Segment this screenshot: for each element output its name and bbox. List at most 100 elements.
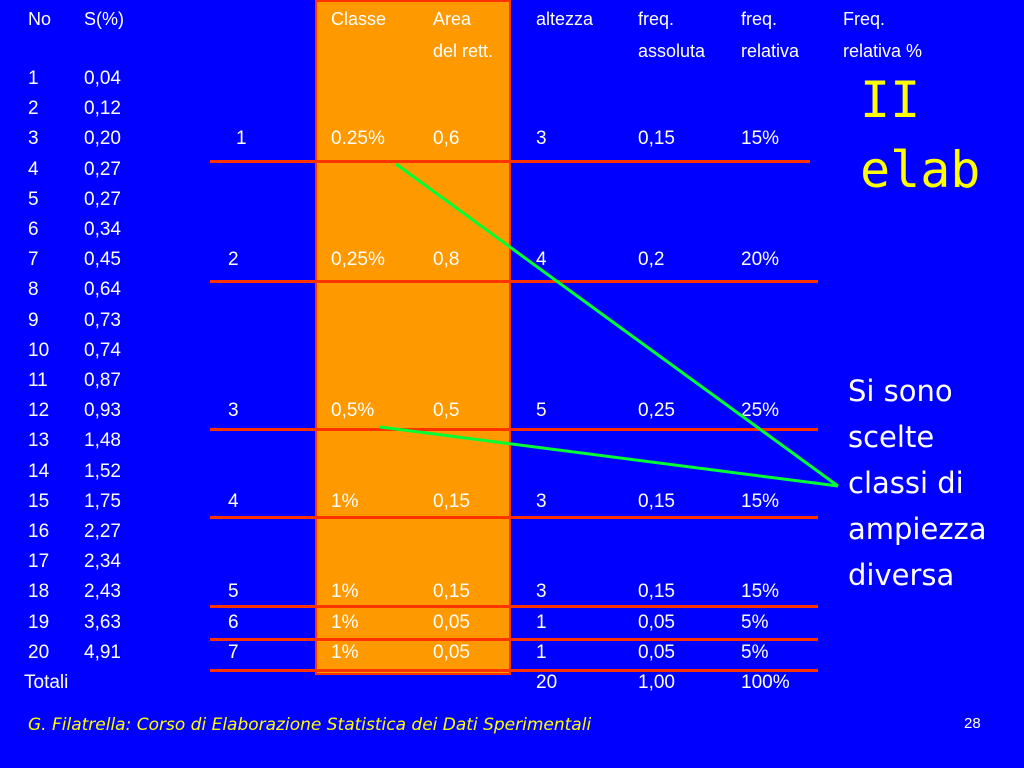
row-number: 11 — [28, 370, 48, 391]
class-separator-line — [210, 428, 818, 431]
totals-altezza: 20 — [536, 672, 558, 693]
class-freq-relativa: 5% — [741, 641, 769, 663]
row-s-value: 0,34 — [84, 219, 121, 240]
row-s-value: 3,63 — [84, 611, 121, 633]
class-number: 3 — [228, 400, 239, 422]
header-area-line1: Area — [433, 9, 472, 29]
side-note-line: Si sono — [848, 374, 953, 408]
row-s-value: 0,73 — [84, 309, 121, 331]
footer-credit: G. Filatrella: Corso di Elaborazione Sta… — [28, 715, 592, 735]
row-s-value: 4,91 — [84, 641, 121, 663]
class-altezza: 5 — [536, 400, 547, 422]
totals-freq-assoluta: 1,00 — [638, 672, 675, 693]
class-separator-line — [210, 280, 818, 283]
row-s-value: 0,27 — [84, 188, 121, 210]
header-freq-relativa-line1: freq. — [741, 9, 778, 29]
row-s-value: 0,20 — [84, 128, 121, 150]
row-number: 18 — [28, 581, 50, 603]
class-number: 1 — [236, 128, 247, 150]
class-width: 0,5% — [331, 400, 375, 422]
row-s-value: 1,75 — [84, 490, 121, 512]
side-note-line: ampiezza — [848, 512, 987, 546]
class-separator-line — [210, 160, 810, 163]
class-freq-relativa: 15% — [741, 490, 780, 512]
row-number: 2 — [28, 98, 39, 120]
class-altezza: 4 — [536, 249, 547, 271]
class-separator-line — [210, 605, 818, 608]
row-s-value: 0,93 — [84, 400, 121, 422]
class-freq-assoluta: 0,25 — [638, 400, 675, 422]
class-freq-relativa: 25% — [741, 400, 780, 422]
row-s-value: 0,74 — [84, 339, 121, 361]
header-no: No — [28, 9, 52, 29]
row-number: 16 — [28, 521, 50, 542]
class-number: 2 — [228, 249, 239, 271]
class-area: 0,05 — [433, 641, 470, 663]
class-altezza: 1 — [536, 611, 547, 633]
header-freq-assoluta-line2: assoluta — [638, 41, 706, 61]
class-altezza: 3 — [536, 128, 547, 150]
class-number: 7 — [228, 641, 239, 663]
arrow-to-class-1 — [395, 162, 839, 488]
page-number: 28 — [964, 715, 981, 732]
class-freq-assoluta: 0,15 — [638, 581, 675, 603]
row-number: 13 — [28, 430, 50, 452]
class-number: 4 — [228, 490, 239, 512]
row-s-value: 0,04 — [84, 68, 121, 89]
class-width: 1% — [331, 581, 359, 603]
class-freq-relativa: 5% — [741, 611, 769, 633]
row-s-value: 2,27 — [84, 521, 121, 542]
class-width: 0.25% — [331, 128, 385, 150]
row-s-value: 0,87 — [84, 370, 121, 391]
class-area: 0,5 — [433, 400, 460, 422]
classe-area-highlight-column — [315, 0, 511, 675]
row-s-value: 2,43 — [84, 581, 121, 603]
header-s: S(%) — [84, 9, 124, 29]
row-s-value: 1,52 — [84, 460, 121, 482]
class-width: 1% — [331, 611, 359, 633]
class-number: 5 — [228, 581, 239, 603]
class-freq-assoluta: 0,05 — [638, 611, 675, 633]
class-width: 1% — [331, 490, 359, 512]
row-number: 14 — [28, 460, 50, 482]
row-number: 7 — [28, 249, 39, 271]
class-separator-line — [210, 669, 818, 672]
class-freq-assoluta: 0,15 — [638, 490, 675, 512]
totals-label: Totali — [24, 672, 69, 693]
row-s-value: 0,64 — [84, 279, 121, 301]
row-number: 17 — [28, 551, 50, 573]
row-number: 9 — [28, 309, 39, 331]
class-freq-assoluta: 0,2 — [638, 249, 665, 271]
class-area: 0,15 — [433, 490, 470, 512]
row-s-value: 1,48 — [84, 430, 121, 452]
class-separator-line — [210, 638, 818, 641]
class-freq-assoluta: 0,15 — [638, 128, 675, 150]
class-freq-assoluta: 0,05 — [638, 641, 675, 663]
class-freq-relativa: 15% — [741, 128, 780, 150]
class-number: 6 — [228, 611, 239, 633]
row-s-value: 0,27 — [84, 158, 121, 180]
side-note-line: scelte — [848, 420, 935, 454]
class-area: 0,05 — [433, 611, 470, 633]
row-number: 4 — [28, 158, 39, 180]
row-number: 19 — [28, 611, 50, 633]
class-width: 1% — [331, 641, 359, 663]
side-note-line: classi di — [848, 466, 964, 500]
class-freq-relativa: 15% — [741, 581, 780, 603]
header-freq-assoluta-line1: freq. — [638, 9, 675, 29]
header-area-line2: del rett. — [433, 41, 494, 61]
row-number: 1 — [28, 68, 39, 89]
row-number: 3 — [28, 128, 39, 150]
class-freq-relativa: 20% — [741, 249, 780, 271]
header-freq-percent-line1: Freq. — [843, 9, 886, 29]
side-note: Si sono scelte classi di ampiezza divers… — [848, 368, 1024, 598]
row-number: 8 — [28, 279, 39, 301]
side-note-line: diversa — [848, 558, 955, 592]
class-area: 0,8 — [433, 249, 460, 271]
row-s-value: 2,34 — [84, 551, 121, 573]
slide-title-line2: elab — [860, 141, 981, 199]
row-number: 6 — [28, 219, 39, 240]
class-altezza: 3 — [536, 581, 547, 603]
class-width: 0,25% — [331, 249, 385, 271]
row-number: 15 — [28, 490, 50, 512]
